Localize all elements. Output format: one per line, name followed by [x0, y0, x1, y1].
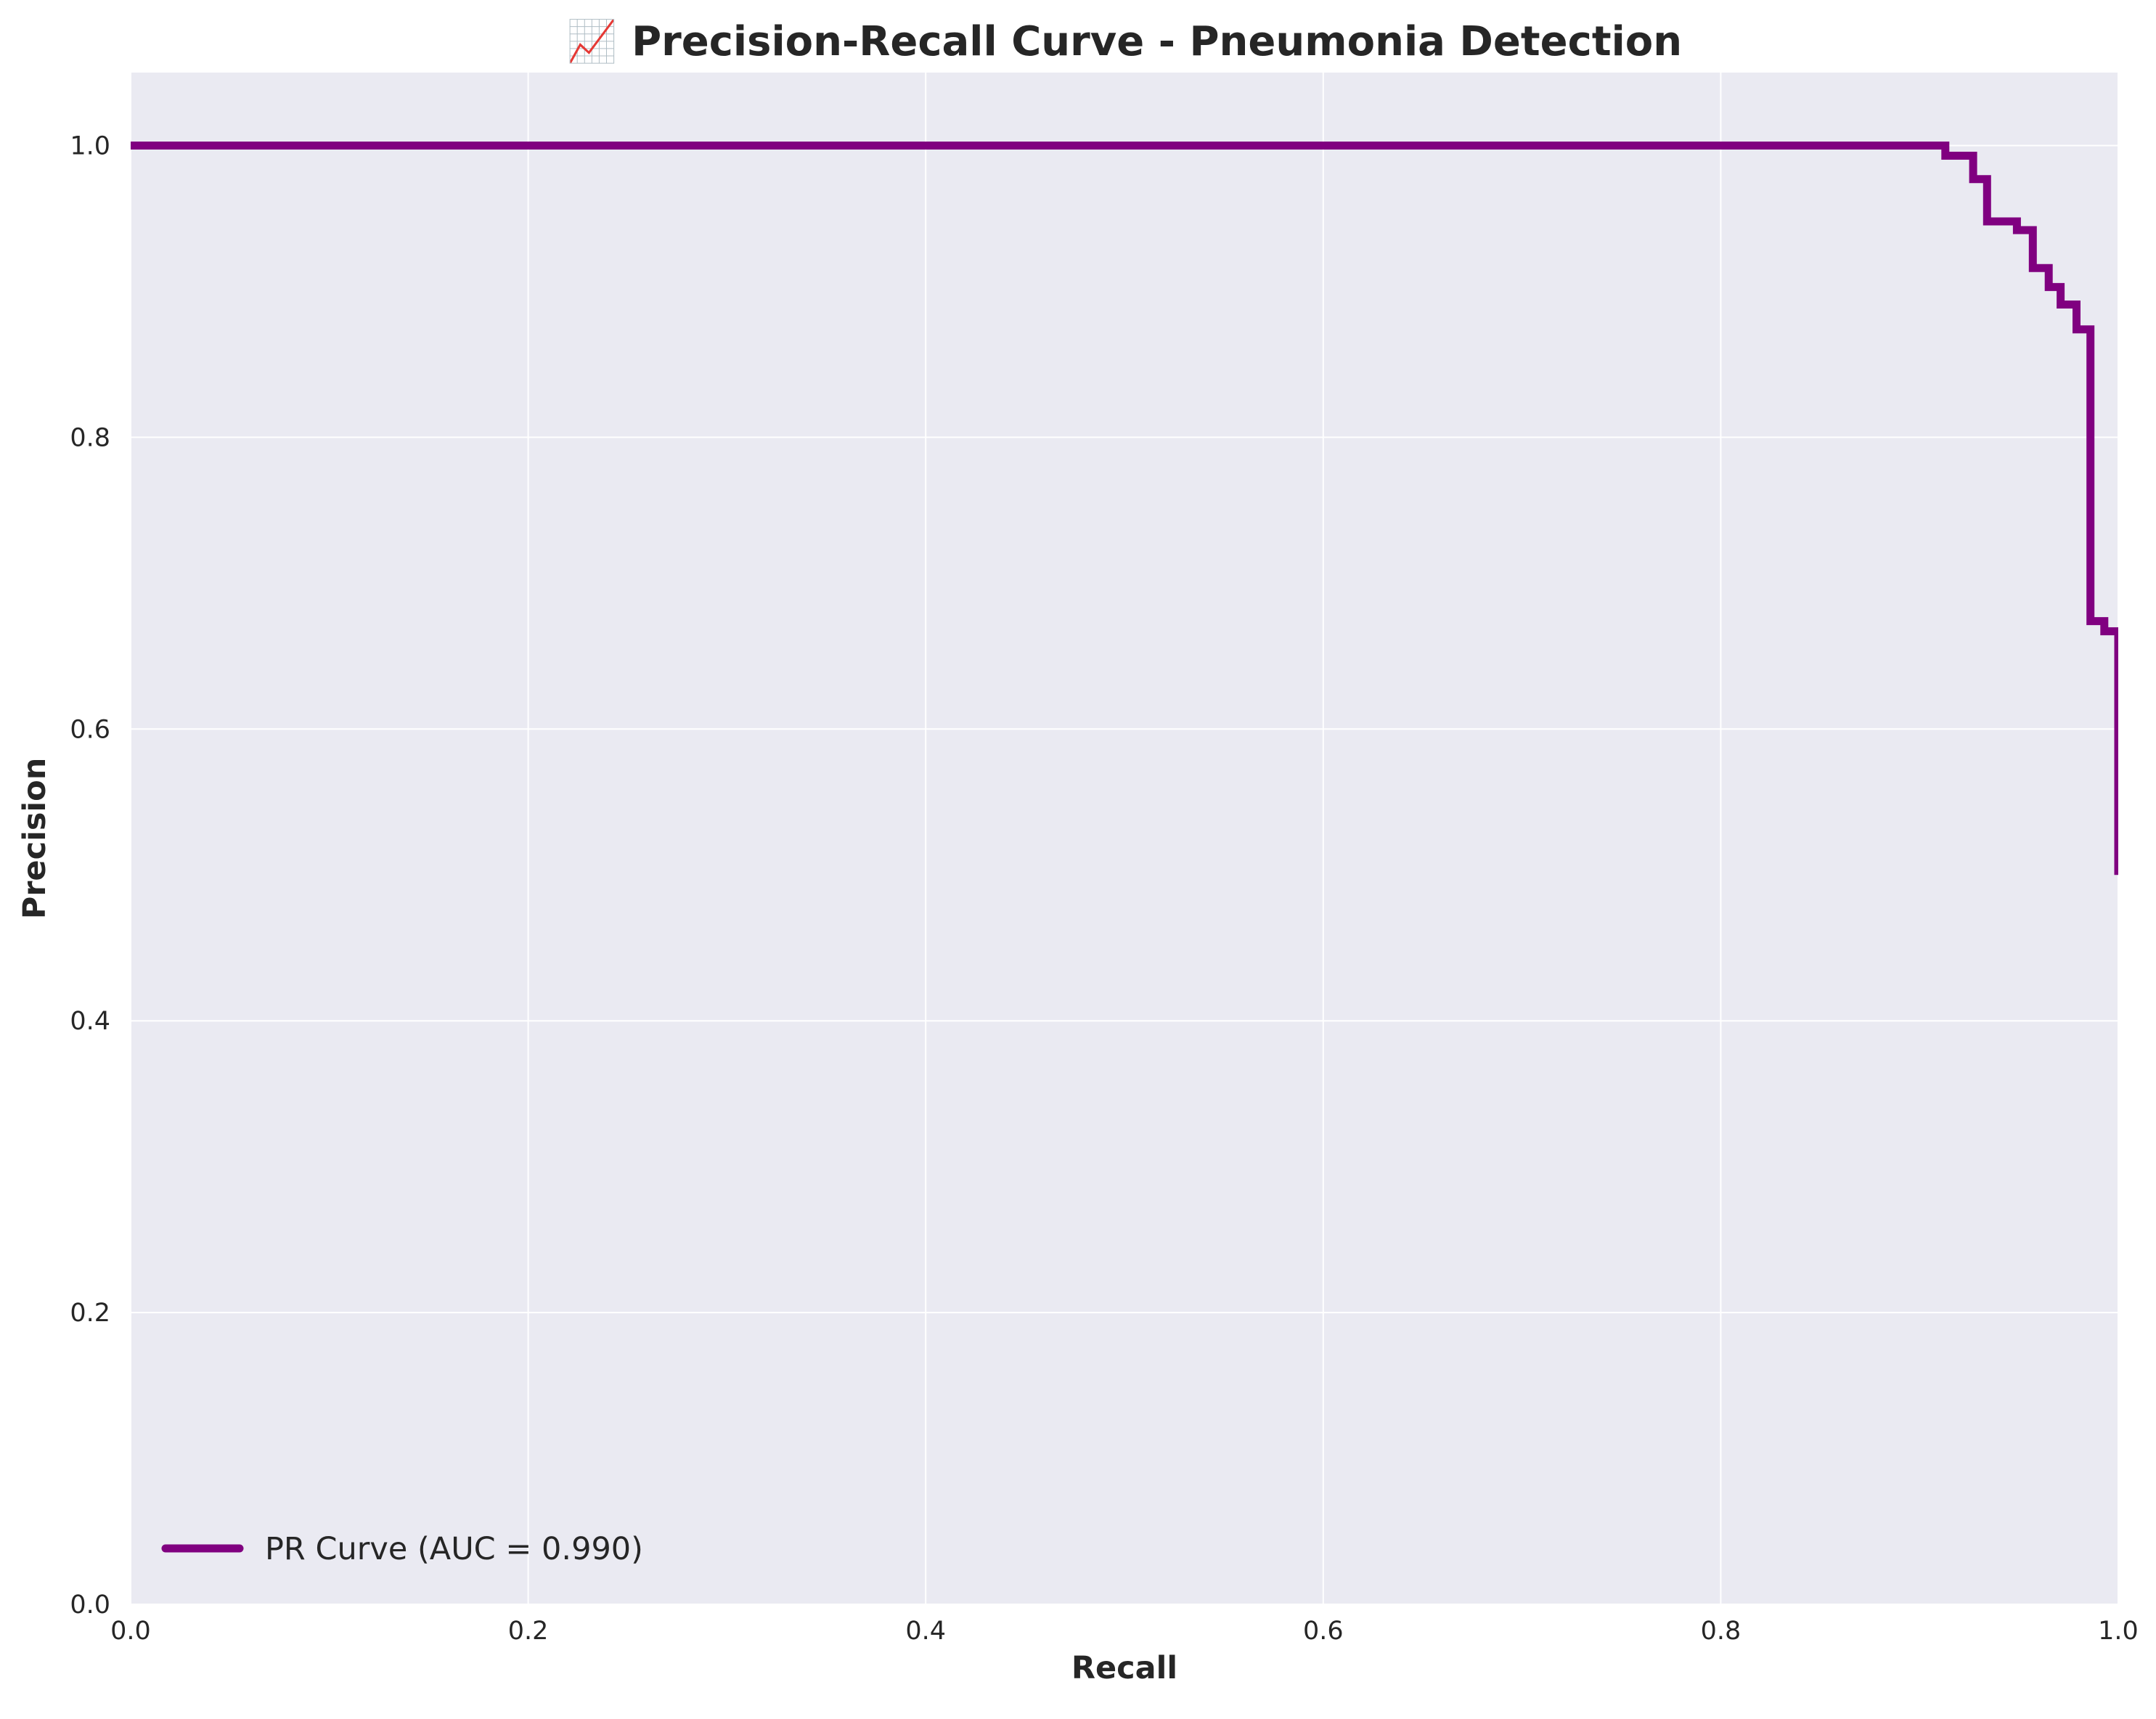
chart-title: 📈 Precision-Recall Curve - Pneumonia Det… [567, 18, 1682, 65]
legend: PR Curve (AUC = 0.990) [161, 1531, 643, 1567]
x-tick-label: 0.4 [905, 1617, 946, 1646]
x-tick-label: 0.6 [1303, 1617, 1344, 1646]
y-tick-label: 0.4 [70, 1007, 110, 1036]
pr-curve-line [131, 142, 2118, 875]
y-tick-label: 0.6 [70, 715, 110, 744]
x-tick-label: 0.0 [110, 1617, 151, 1646]
y-tick-label: 1.0 [70, 131, 110, 160]
y-axis-label: Precision [17, 758, 53, 920]
x-tick-label: 1.0 [2098, 1617, 2139, 1646]
x-axis-label: Recall [1071, 1650, 1177, 1686]
y-tick-label: 0.0 [70, 1591, 110, 1620]
x-tick-label: 0.2 [508, 1617, 549, 1646]
series-layer [131, 142, 2118, 875]
y-tick-label: 0.8 [70, 423, 110, 452]
y-tick-label: 0.2 [70, 1299, 110, 1328]
grid-lines [130, 73, 2119, 1605]
legend-label: PR Curve (AUC = 0.990) [265, 1531, 643, 1567]
tick-labels: 0.0 0.2 0.4 0.6 0.8 1.0 0.0 0.2 0.4 0.6 0.8 1.0 [70, 131, 2139, 1646]
x-tick-label: 0.8 [1701, 1617, 1741, 1646]
plot-area [131, 73, 2118, 1604]
